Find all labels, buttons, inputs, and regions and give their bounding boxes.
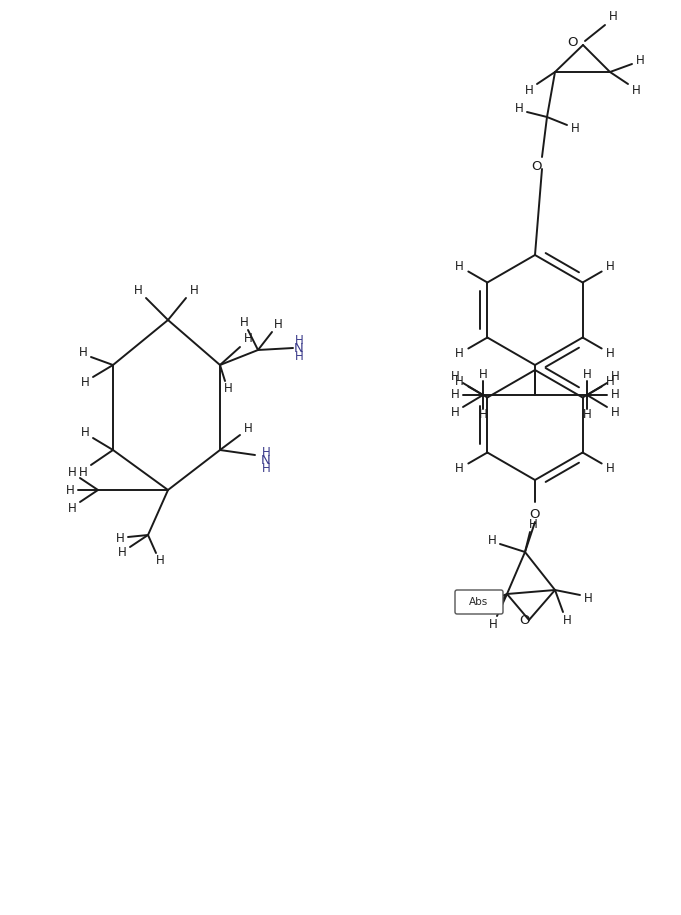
Text: H: H xyxy=(606,260,615,273)
Text: H: H xyxy=(78,347,87,360)
Text: H: H xyxy=(631,83,640,96)
Text: Abs: Abs xyxy=(469,597,489,607)
Text: H: H xyxy=(611,389,620,402)
Text: H: H xyxy=(262,462,270,476)
Text: H: H xyxy=(295,350,303,363)
Text: H: H xyxy=(488,533,496,546)
Text: H: H xyxy=(583,369,591,382)
Text: H: H xyxy=(606,347,615,360)
Text: H: H xyxy=(189,284,198,296)
Text: H: H xyxy=(244,422,253,435)
Text: H: H xyxy=(65,483,74,497)
Text: H: H xyxy=(451,406,460,419)
Text: H: H xyxy=(451,389,460,402)
Text: H: H xyxy=(156,554,164,567)
Text: H: H xyxy=(244,332,253,346)
Text: H: H xyxy=(223,382,232,395)
FancyBboxPatch shape xyxy=(455,590,503,614)
Text: H: H xyxy=(78,466,87,479)
Text: H: H xyxy=(262,446,270,458)
Text: O: O xyxy=(519,613,529,627)
Text: N: N xyxy=(294,341,304,354)
Text: H: H xyxy=(583,408,591,422)
Text: H: H xyxy=(456,260,464,273)
Text: H: H xyxy=(295,333,303,347)
Text: H: H xyxy=(456,375,464,388)
Text: H: H xyxy=(563,613,571,627)
Text: H: H xyxy=(456,347,464,360)
Text: H: H xyxy=(456,462,464,475)
Text: O: O xyxy=(530,508,540,521)
Text: H: H xyxy=(116,533,125,545)
Text: O: O xyxy=(568,37,578,49)
Text: N: N xyxy=(261,454,271,467)
Text: H: H xyxy=(80,425,89,438)
Text: H: H xyxy=(67,501,76,514)
Text: H: H xyxy=(571,123,580,135)
Text: H: H xyxy=(606,462,615,475)
Text: H: H xyxy=(80,376,89,390)
Text: H: H xyxy=(515,102,524,115)
Text: H: H xyxy=(118,546,127,559)
Text: H: H xyxy=(489,618,497,630)
Text: H: H xyxy=(635,53,644,67)
Text: H: H xyxy=(240,316,249,328)
Text: H: H xyxy=(528,518,537,531)
Text: H: H xyxy=(611,406,620,419)
Text: H: H xyxy=(479,369,488,382)
Text: H: H xyxy=(584,591,592,605)
Text: H: H xyxy=(609,10,618,24)
Text: H: H xyxy=(606,375,615,388)
Text: H: H xyxy=(479,408,488,422)
Text: H: H xyxy=(524,83,533,96)
Text: H: H xyxy=(451,371,460,383)
Text: H: H xyxy=(611,371,620,383)
Text: H: H xyxy=(67,466,76,479)
Text: H: H xyxy=(274,318,283,330)
Text: H: H xyxy=(133,284,142,296)
Text: O: O xyxy=(532,160,542,174)
Text: H: H xyxy=(475,599,484,612)
